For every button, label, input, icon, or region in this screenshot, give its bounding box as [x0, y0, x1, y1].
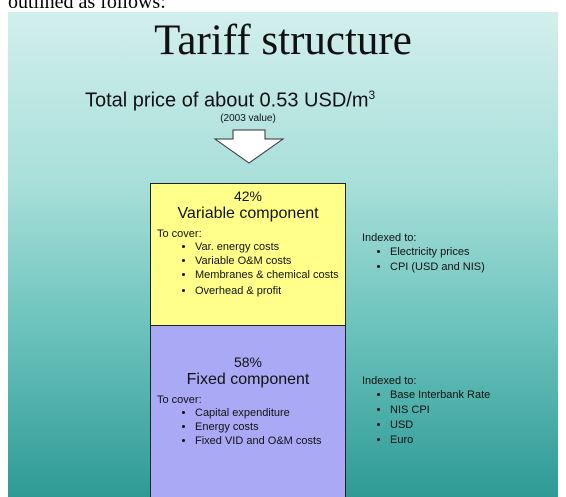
price-text: Total price of about 0.53 USD/m [85, 89, 369, 112]
indexed-item: CPI (USD and NIS) [390, 260, 548, 274]
indexed-item: Euro [390, 433, 548, 447]
cover-item: Variable O&M costs [195, 255, 341, 268]
cover-item: Energy costs [195, 421, 341, 434]
cut-text: outlined as follows: [8, 0, 166, 13]
cover-item: Overhead & profit [195, 285, 341, 298]
component-percent: 58% [233, 354, 263, 370]
cover-item: Var. energy costs [195, 241, 341, 254]
cover-list: Capital expenditureEnergy costsFixed VID… [151, 407, 345, 448]
note: (2003 value) [220, 113, 276, 124]
slide: Tariff structure Total price of about 0.… [8, 12, 558, 497]
indexed-item: Electricity prices [390, 245, 548, 259]
component-box: 42%Variable component To cover:Var. energ… [150, 183, 346, 326]
indexed-group: Indexed to:Electricity pricesCPI (USD an… [362, 232, 552, 275]
indexed-list: Base Interbank RateNIS CPIUSDEuro [362, 388, 552, 447]
price-line: Total price of about 0.53 USD/m3 [85, 88, 375, 113]
indexed-label: Indexed to: [362, 375, 417, 387]
cover-list: Var. energy costsVariable O&M costsMembr… [151, 241, 345, 298]
indexed-item: USD [390, 418, 548, 432]
down-arrow [213, 129, 285, 164]
cover-label: To cover: [157, 228, 202, 240]
indexed-item: NIS CPI [390, 403, 548, 417]
component-box: 58%Fixed component To cover:Capital expen… [150, 325, 346, 497]
cover-item: Membranes & chemical costs [195, 269, 341, 282]
indexed-list: Electricity pricesCPI (USD and NIS) [362, 245, 552, 274]
component-name: Variable component [177, 205, 319, 222]
cover-item: Fixed VID and O&M costs [195, 435, 341, 448]
slide-title: Tariff structure [154, 17, 412, 64]
component-name: Fixed component [186, 371, 310, 388]
indexed-group: Indexed to:Base Interbank RateNIS CPIUSD… [362, 375, 552, 448]
price-sup: 3 [368, 88, 376, 102]
cover-label: To cover: [157, 394, 202, 406]
indexed-label: Indexed to: [362, 232, 417, 244]
indexed-item: Base Interbank Rate [390, 388, 548, 402]
component-percent: 42% [233, 188, 263, 204]
cover-item: Capital expenditure [195, 407, 341, 420]
